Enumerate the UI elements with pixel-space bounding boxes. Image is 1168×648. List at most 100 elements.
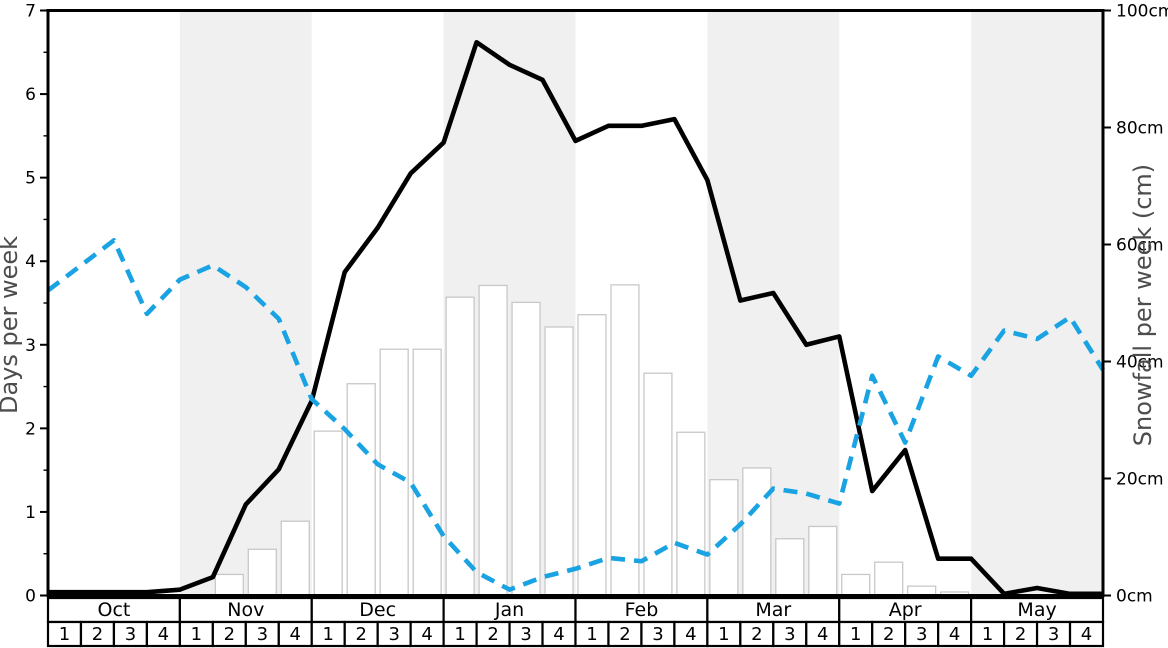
week-cell xyxy=(112,620,149,648)
week-number-label: 2 xyxy=(1015,624,1026,645)
week-number-label: 2 xyxy=(883,624,894,645)
shade-band-may xyxy=(971,10,1103,596)
snowfall-bar xyxy=(280,520,310,597)
week-number-label: 3 xyxy=(257,624,268,645)
week-number-label: 2 xyxy=(751,624,762,645)
left-tick-label: 7 xyxy=(25,2,36,22)
week-number-label: 1 xyxy=(982,624,993,645)
snowfall-bar xyxy=(643,372,673,597)
month-cell-feb xyxy=(574,596,709,624)
week-cell xyxy=(310,620,346,648)
week-number-label: 1 xyxy=(718,624,729,645)
week-number-label: 4 xyxy=(158,624,169,645)
week-cell xyxy=(640,620,676,648)
left-tick-label: 4 xyxy=(25,252,36,272)
left-axis-title: Days per week xyxy=(0,236,23,414)
left-tick-label: 6 xyxy=(25,85,36,105)
week-number-label: 2 xyxy=(92,624,103,645)
snowfall-bar xyxy=(577,314,607,597)
week-number-label: 4 xyxy=(553,624,564,645)
month-label-oct: Oct xyxy=(98,599,131,621)
month-cell-dec xyxy=(310,596,445,624)
right-axis-title: Snowfall per week (cm) xyxy=(1129,164,1157,446)
snowfall-bar xyxy=(247,548,277,597)
week-number-label: 1 xyxy=(59,624,70,645)
month-label-dec: Dec xyxy=(359,599,396,621)
week-number-label: 4 xyxy=(817,624,828,645)
month-shade-bands xyxy=(179,10,1103,596)
week-cell xyxy=(706,620,742,648)
month-label-apr: Apr xyxy=(889,599,922,621)
snowfall-bar xyxy=(775,538,805,597)
right-tick-label: 60cm xyxy=(1116,236,1164,256)
week-cell xyxy=(673,620,709,648)
snowfall-bar xyxy=(346,383,376,597)
data-lines xyxy=(46,39,1105,597)
week-number-label: 4 xyxy=(685,624,696,645)
left-tick-label: 5 xyxy=(25,169,36,189)
black-solid-line xyxy=(48,39,1103,597)
snowfall-bar xyxy=(478,284,508,597)
week-number-label: 2 xyxy=(355,624,366,645)
snowfall-bar xyxy=(808,525,838,597)
month-label-may: May xyxy=(1017,599,1056,621)
right-axis-ticks: 0cm 20cm 40cm 60cm 80cm 100cm xyxy=(1103,2,1168,607)
left-tick-label: 1 xyxy=(25,503,36,523)
snowfall-bar xyxy=(610,284,640,597)
snowfall-bar xyxy=(676,431,706,597)
week-number-label: 1 xyxy=(850,624,861,645)
month-label-feb: Feb xyxy=(625,599,659,621)
week-number-label: 3 xyxy=(520,624,531,645)
shade-band-nov xyxy=(179,10,312,596)
week-number-label: 2 xyxy=(224,624,235,645)
month-label-jan: Jan xyxy=(494,599,524,621)
month-label-nov: Nov xyxy=(227,599,264,621)
snowfall-bar xyxy=(742,467,772,597)
week-number-label: 1 xyxy=(586,624,597,645)
week-cell xyxy=(1068,620,1105,648)
left-tick-label: 2 xyxy=(25,419,36,439)
week-number-label: 1 xyxy=(454,624,465,645)
snowfall-bar xyxy=(313,430,343,597)
left-tick-label: 0 xyxy=(25,587,36,607)
week-cell xyxy=(838,620,874,648)
blue-dashed-line xyxy=(46,238,1105,592)
week-cell xyxy=(409,620,445,648)
right-tick-label: 40cm xyxy=(1116,353,1164,373)
week-number-label: 2 xyxy=(487,624,498,645)
week-number-label: 4 xyxy=(949,624,960,645)
week-number-label: 1 xyxy=(191,624,202,645)
right-tick-label: 0cm xyxy=(1116,587,1153,607)
month-cell-may xyxy=(970,596,1105,624)
snowfall-bar xyxy=(841,573,871,597)
snowfall-bars xyxy=(214,284,970,597)
week-number-label: 3 xyxy=(1048,624,1059,645)
week-number-label: 4 xyxy=(290,624,301,645)
week-cell xyxy=(574,620,610,648)
snowfall-bar xyxy=(544,326,574,597)
week-cell xyxy=(211,620,247,648)
snowfall-bar xyxy=(874,561,904,597)
week-number-label: 3 xyxy=(388,624,399,645)
week-number-label: 1 xyxy=(323,624,334,645)
left-tick-label: 3 xyxy=(25,336,36,356)
week-cell xyxy=(46,620,83,648)
month-label-row: Oct Nov Dec Jan Feb Mar Apr May xyxy=(46,596,1105,624)
snowfall-bar xyxy=(214,573,244,597)
week-cell xyxy=(145,620,181,648)
right-tick-label: 20cm xyxy=(1116,470,1164,490)
week-cell xyxy=(508,620,544,648)
right-tick-label: 100cm xyxy=(1116,2,1168,22)
week-number-label: 3 xyxy=(916,624,927,645)
week-number-label: 3 xyxy=(652,624,663,645)
week-number-label: 2 xyxy=(619,624,630,645)
week-cell xyxy=(376,620,412,648)
week-number-label: 3 xyxy=(784,624,795,645)
month-label-mar: Mar xyxy=(755,599,791,621)
week-number-label: 3 xyxy=(125,624,136,645)
left-axis-ticks: 0 1 2 3 4 5 6 7 xyxy=(25,2,48,607)
week-cell xyxy=(541,620,577,648)
